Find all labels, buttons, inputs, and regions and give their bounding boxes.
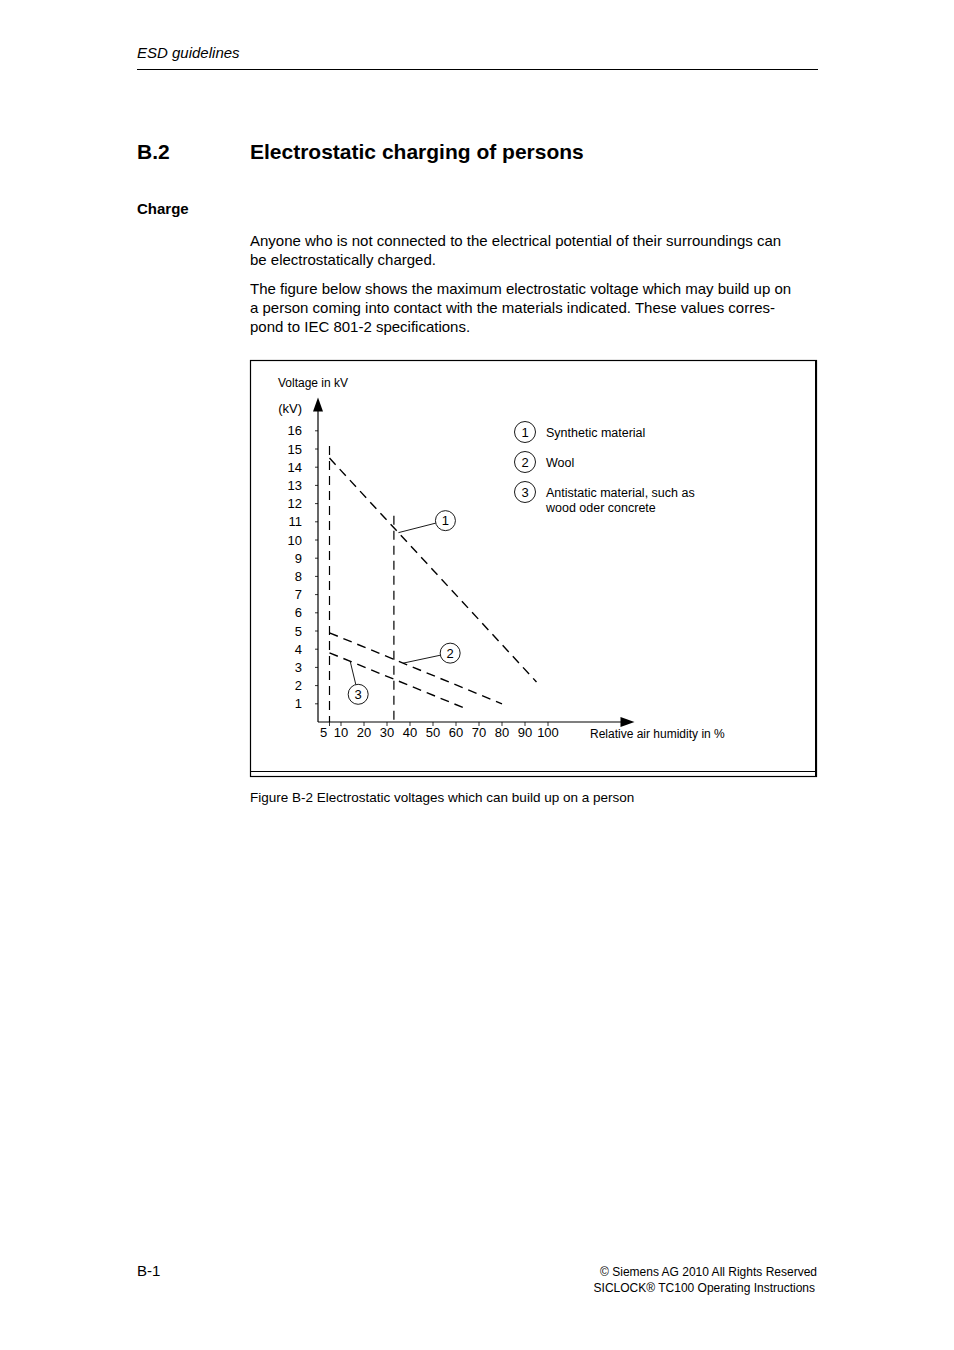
y-tick: [315, 685, 318, 686]
y-tick-label: 7: [295, 587, 302, 602]
legend-label-line: wood oder concrete: [545, 501, 656, 515]
y-tick: [315, 521, 318, 522]
y-tick: [315, 540, 318, 541]
y-tick-label: 5: [295, 624, 302, 639]
y-tick: [315, 594, 318, 595]
callout-label: 1: [442, 513, 449, 528]
legend-circle: [515, 422, 536, 443]
legend-number: 2: [521, 455, 528, 470]
legend-circle: [515, 452, 536, 473]
y-tick: [315, 449, 318, 450]
legend-label: Synthetic material: [546, 426, 645, 440]
subheading: Charge: [137, 200, 189, 217]
callout-leader: [403, 655, 440, 663]
y-tick-label: 2: [295, 678, 302, 693]
legend-label: Wool: [546, 456, 574, 470]
y-tick-label: 13: [288, 478, 302, 493]
y-tick: [315, 485, 318, 486]
y-tick-label: 6: [295, 605, 302, 620]
y-tick-label: 12: [288, 496, 302, 511]
x-axis: [318, 721, 629, 722]
y-tick: [315, 667, 318, 668]
x-tick-label: 20: [357, 725, 371, 740]
reference-line: [393, 516, 394, 722]
paragraph-line: Anyone who is not connected to the elect…: [250, 232, 781, 249]
y-tick-label: 10: [288, 533, 302, 548]
y-tick-label: 4: [295, 642, 302, 657]
page-number: B-1: [137, 1262, 160, 1279]
legend-number: 1: [521, 425, 528, 440]
page: ESD guidelines B.2 Electrostatic charging …: [0, 0, 954, 1350]
x-tick-label: 100: [537, 725, 559, 740]
y-axis-arrow: [313, 398, 323, 412]
y-tick: [315, 576, 318, 577]
paragraph-line: pond to IEC 801-2 specifications.: [250, 318, 470, 335]
series-line: [330, 633, 503, 704]
paragraph-line: The figure below shows the maximum elect…: [250, 280, 791, 297]
callout-circle: [440, 643, 460, 663]
y-tick-label: 11: [289, 514, 303, 529]
y-tick-label: 3: [295, 660, 302, 675]
legend-number: 3: [521, 485, 528, 500]
y-tick: [315, 430, 318, 431]
figure-frame: [251, 361, 817, 777]
y-title: Voltage in kV: [278, 376, 348, 390]
y-tick: [315, 558, 318, 559]
x-axis-arrow: [621, 717, 635, 727]
header-rule: [137, 69, 818, 70]
y-tick-label: 15: [288, 442, 302, 457]
callout-label: 2: [447, 646, 454, 661]
section-title: Electrostatic charging of persons: [250, 140, 584, 163]
y-tick: [315, 649, 318, 650]
legend-label-line: Synthetic material: [546, 426, 645, 440]
y-tick: [315, 612, 318, 613]
callout-label: 3: [355, 687, 362, 702]
x-label: Relative air humidity in %: [590, 727, 725, 741]
section-number: B.2: [137, 140, 170, 163]
x-tick: [329, 722, 330, 726]
copyright: © Siemens AG 2010 All Rights Reserved: [600, 1265, 817, 1279]
plot-data: [330, 446, 537, 722]
x-tick-label: 10: [334, 725, 348, 740]
y-tick: [315, 467, 318, 468]
callout-circle: [435, 511, 455, 531]
y-tick: [315, 631, 318, 632]
legend-label-line: Wool: [546, 456, 574, 470]
figure-caption: Figure B-2 Electrostatic voltages which …: [250, 790, 634, 805]
legend-label-line: Antistatic material, such as: [546, 486, 695, 500]
document-title: SICLOCK® TC100 Operating Instructions: [594, 1281, 815, 1295]
y-tick-label: 1: [295, 696, 302, 711]
y-axis: [317, 404, 318, 723]
y-tick-label: 9: [295, 551, 302, 566]
x-tick-label: 30: [380, 725, 394, 740]
paragraph-line: be electrostatically charged.: [250, 251, 436, 268]
legend-label: Antistatic material, such aswood oder co…: [545, 486, 695, 515]
x-tick-label: 80: [495, 725, 509, 740]
running-header: ESD guidelines: [137, 44, 240, 61]
callout-leader: [398, 523, 435, 533]
y-tick-label: 14: [288, 460, 302, 475]
paragraph-line: a person coming into contact with the ma…: [250, 299, 775, 316]
series-line: [330, 653, 463, 708]
x-tick-label: 90: [518, 725, 532, 740]
x-tick-label: 70: [472, 725, 486, 740]
x-tick-label: 50: [426, 725, 440, 740]
callout-circle: [348, 684, 368, 704]
y-tick-label: 16: [288, 423, 302, 438]
y-tick-label: 8: [295, 569, 302, 584]
x-tick-label: 5: [320, 725, 327, 740]
series-line: [330, 458, 537, 682]
reference-line: [329, 446, 330, 722]
y-tick: [315, 503, 318, 504]
figure-frame-inner: [251, 771, 817, 772]
legend-circle: [515, 482, 536, 503]
callout-leader: [350, 661, 356, 684]
y-unit: (kV): [278, 401, 302, 416]
y-tick: [315, 703, 318, 704]
x-tick-label: 60: [449, 725, 463, 740]
figure-frame-inner: [815, 361, 816, 777]
x-tick-label: 40: [403, 725, 417, 740]
